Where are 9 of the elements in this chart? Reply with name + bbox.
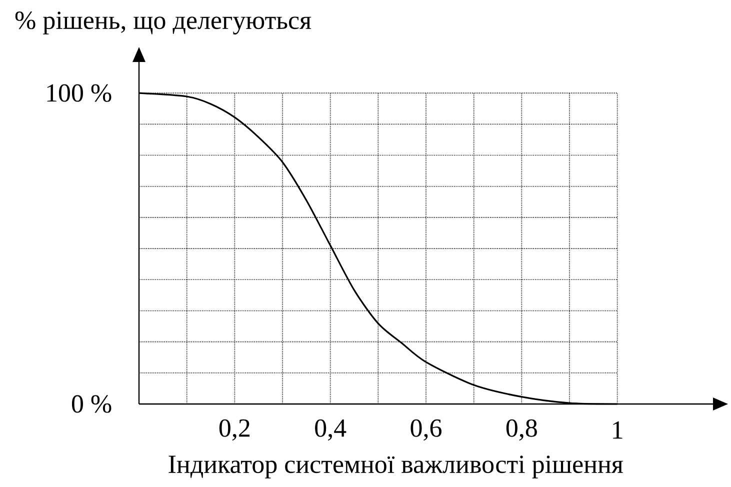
x-tick-label: 0,8 <box>506 419 537 441</box>
x-tick-label: 0,4 <box>315 419 346 441</box>
x-tick-label: 0,2 <box>219 419 250 441</box>
x-tick-label: 1 <box>613 421 622 439</box>
y-tick-label: 0 % <box>72 395 112 413</box>
y-axis-title: % рішень, що делегуються <box>15 12 312 34</box>
y-tick-label: 100 % <box>47 84 112 102</box>
x-axis-title: Індикатор системної важливості рішення <box>168 456 623 478</box>
x-tick-label: 0,6 <box>410 419 442 441</box>
